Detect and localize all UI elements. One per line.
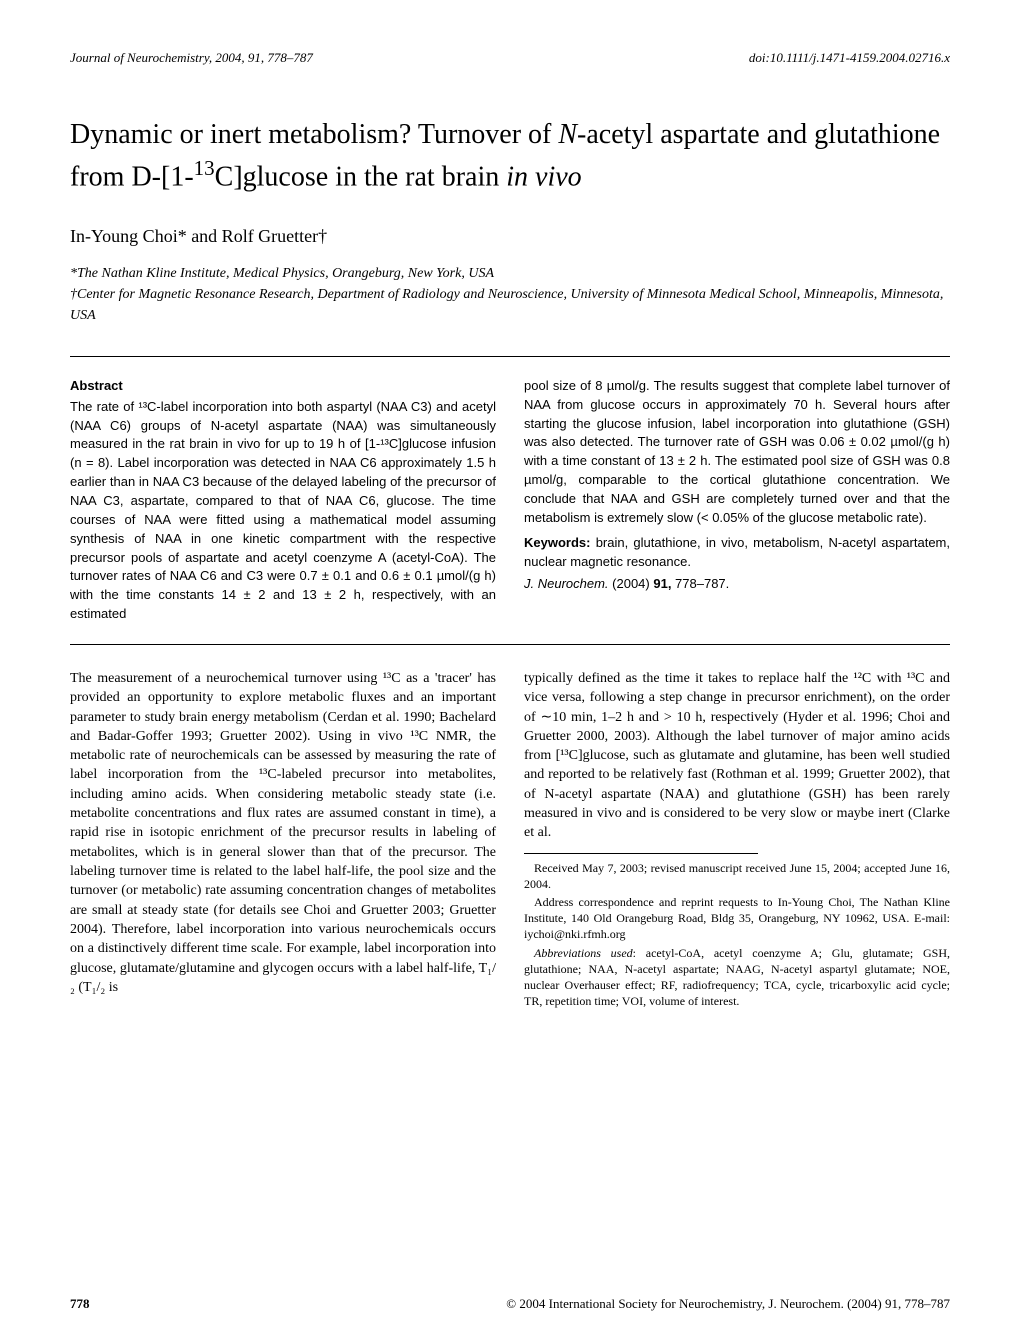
body-left-text: The measurement of a neurochemical turno…: [70, 671, 496, 995]
doi: doi:10.1111/j.1471-4159.2004.02716.x: [749, 50, 950, 66]
body-right-column: typically defined as the time it takes t…: [524, 669, 950, 1012]
body-right-text: typically defined as the time it takes t…: [524, 671, 950, 841]
article-title: Dynamic or inert metabolism? Turnover of…: [70, 116, 950, 196]
author-list: In-Young Choi* and Rolf Gruetter†: [70, 226, 950, 247]
keywords-line: Keywords: brain, glutathione, in vivo, m…: [524, 534, 950, 572]
divider-top: [70, 356, 950, 357]
body-left-column: The measurement of a neurochemical turno…: [70, 669, 496, 1012]
journal-reference: Journal of Neurochemistry, 2004, 91, 778…: [70, 50, 313, 66]
abstract-section: Abstract The rate of ¹³C-label incorpora…: [70, 377, 950, 624]
footnotes: Received May 7, 2003; revised manuscript…: [524, 860, 950, 1010]
abstract-left-text: The rate of ¹³C-label incorporation into…: [70, 399, 496, 621]
footnote-rule: [524, 853, 758, 854]
copyright-line: © 2004 International Society for Neuroch…: [506, 1296, 950, 1312]
running-header: Journal of Neurochemistry, 2004, 91, 778…: [70, 50, 950, 66]
page-number: 778: [70, 1296, 90, 1312]
abstract-right-text: pool size of 8 µmol/g. The results sugge…: [524, 378, 950, 525]
footnote-correspondence: Address correspondence and reprint reque…: [524, 894, 950, 943]
abstract-citation: J. Neurochem. (2004) 91, 778–787.: [524, 575, 950, 594]
abstract-right-column: pool size of 8 µmol/g. The results sugge…: [524, 377, 950, 624]
affiliation-1: *The Nathan Kline Institute, Medical Phy…: [70, 263, 950, 284]
footnote-abbreviations: Abbreviations used: acetyl-CoA, acetyl c…: [524, 945, 950, 1010]
keywords-label: Keywords:: [524, 535, 590, 550]
affiliation-2: †Center for Magnetic Resonance Research,…: [70, 284, 950, 326]
abstract-left-column: Abstract The rate of ¹³C-label incorpora…: [70, 377, 496, 624]
divider-bottom: [70, 644, 950, 645]
footnote-received: Received May 7, 2003; revised manuscript…: [524, 860, 950, 892]
page-footer: 778 © 2004 International Society for Neu…: [70, 1296, 950, 1312]
affiliations: *The Nathan Kline Institute, Medical Phy…: [70, 263, 950, 326]
abbrev-label: Abbreviations used: [534, 946, 633, 960]
body-columns: The measurement of a neurochemical turno…: [70, 669, 950, 1012]
abstract-heading: Abstract: [70, 377, 496, 396]
